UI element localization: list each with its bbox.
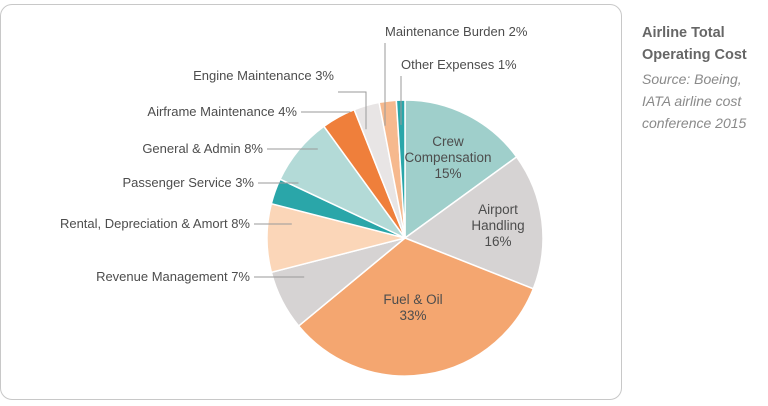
chart-source-line-3: conference 2015 [642, 115, 747, 131]
slice-label-engine-maintenance: Engine Maintenance 3% [193, 68, 334, 83]
slice-label-airframe-maintenance: Airframe Maintenance 4% [147, 104, 297, 119]
slice-label-crew-compensation: Crew Compensation 15% [404, 134, 491, 181]
slice-label-other-expenses: Other Expenses 1% [401, 57, 517, 72]
slice-fuel-and-oil [297, 237, 535, 377]
chart-title: Airline Total Operating Cost [642, 22, 768, 66]
slice-label-fuel-and-oil: Fuel & Oil 33% [383, 292, 442, 323]
slice-label-revenue-management: Revenue Management 7% [96, 269, 250, 284]
slice-label-passenger-service: Passenger Service 3% [122, 175, 254, 190]
chart-source-line-1: Source: Boeing, [642, 71, 742, 87]
slice-label-maintenance-burden: Maintenance Burden 2% [385, 24, 528, 39]
chart-title-line-1: Airline Total [642, 25, 725, 41]
leader-line-engine-maintenance [338, 91, 367, 130]
chart-source-line-2: IATA airline cost [642, 93, 742, 109]
slice-label-rental-depreciation-and-amort: Rental, Depreciation & Amort 8% [60, 216, 250, 231]
slice-label-airport-handling: Airport Handling 16% [471, 202, 524, 249]
slice-crew-compensation [404, 99, 518, 240]
chart-title-line-2: Operating Cost [642, 47, 747, 63]
pie-chart: Crew Compensation 15% Airport Handling 16% Fue… [60, 24, 544, 377]
slice-label-general-and-admin: General & Admin 8% [142, 141, 263, 156]
slice-airport-handling [403, 155, 544, 290]
chart-source: Source: Boeing, IATA airline cost confer… [642, 68, 768, 134]
